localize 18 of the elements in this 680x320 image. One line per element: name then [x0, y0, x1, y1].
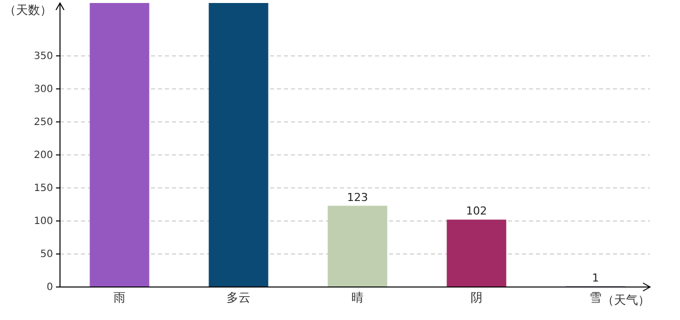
y-tick-label: 250: [34, 117, 53, 128]
x-tick-label: 阴: [470, 290, 482, 305]
y-axis-title: （天数）: [4, 3, 52, 17]
y-tick-label: 150: [34, 183, 53, 194]
y-tick-label: 0: [46, 282, 53, 294]
data-label: 1: [592, 271, 599, 284]
y-tick-label: 50: [40, 249, 53, 260]
data-label: 123: [347, 190, 368, 204]
data-label: 102: [466, 204, 487, 218]
x-tick-label: 雨: [114, 290, 126, 305]
x-tick-label: 晴: [352, 290, 364, 305]
x-axis-title: （天气）: [602, 293, 650, 307]
x-tick-label: 雪: [590, 290, 602, 305]
y-tick-label: 350: [34, 51, 53, 62]
y-tick-label: 200: [34, 150, 53, 162]
y-tick-label: 300: [34, 84, 53, 96]
x-tick-label: 多云: [226, 290, 250, 305]
y-tick-label: 100: [34, 216, 53, 228]
